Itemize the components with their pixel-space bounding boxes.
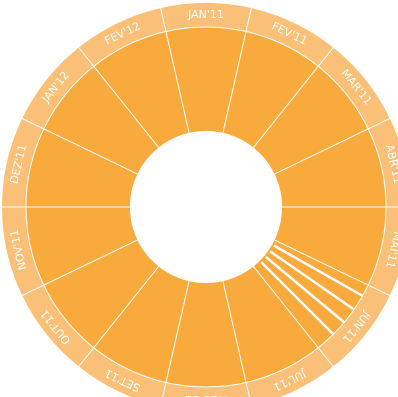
divider-jan-12: [21, 118, 138, 175]
outer-ring-segment-nov-11: [2, 207, 44, 296]
divider-set-11: [162, 280, 190, 397]
segments-layer: [26, 27, 386, 387]
segment-dez-11: [26, 128, 138, 207]
segment-mai-11: [274, 207, 386, 286]
outer-ring-segment-mar-11: [318, 47, 390, 129]
sub-divider-1: [273, 244, 364, 297]
outer-ring-segment-jun-11: [318, 285, 390, 367]
month-label-ago-11: AGO'11: [185, 393, 227, 397]
segment-jan-12: [43, 66, 159, 175]
segment-fev-12: [93, 31, 190, 148]
outer-ring-segment-fev-12: [78, 8, 166, 67]
outer-ring-segment-fev-11: [246, 8, 334, 67]
segment-mar-11: [253, 66, 369, 175]
segment-jan-11: [165, 27, 247, 133]
outer-ring-segment-jan-12: [22, 47, 94, 129]
divider-fev-11: [222, 8, 252, 134]
segment-nov-11: [26, 207, 138, 286]
divider-ago-11: [222, 280, 250, 397]
divider-jan-11: [160, 8, 190, 134]
month-label-jan-11: JAN'11: [187, 8, 224, 21]
divider-fev-12: [78, 47, 160, 148]
segment-ago-11: [165, 281, 247, 387]
sub-divider-4: [260, 261, 335, 336]
divider-jul-11: [252, 266, 334, 367]
center-hole: [130, 131, 282, 283]
divider-mar-11: [252, 47, 334, 148]
outer-ring-segment-out-11: [22, 285, 94, 367]
ring-separator: [25, 26, 387, 388]
segment-out-11: [43, 239, 159, 348]
outer-ring-segment-abr-11: [368, 118, 398, 207]
divider-out-11: [78, 266, 160, 367]
outer-ring-segment-set-11: [78, 347, 166, 397]
segment-set-11: [93, 266, 190, 383]
divider-nov-11: [21, 239, 138, 296]
sub-divider-2: [269, 250, 355, 311]
sub-divider-3: [265, 256, 345, 324]
divider-abr-11: [274, 118, 391, 175]
divider-jun-11: [274, 239, 391, 296]
segment-abr-11: [274, 128, 386, 207]
outer-ring-segment-mai-11: [368, 207, 398, 296]
outer-ring-segment-jan-11: [160, 2, 252, 32]
divider-layer: [2, 8, 398, 397]
outer-ring-segment-dez-11: [2, 118, 44, 207]
segment-fev-11: [222, 31, 319, 148]
outer-ring-segment-jul-11: [246, 347, 334, 397]
segment-jul-11: [222, 266, 319, 383]
